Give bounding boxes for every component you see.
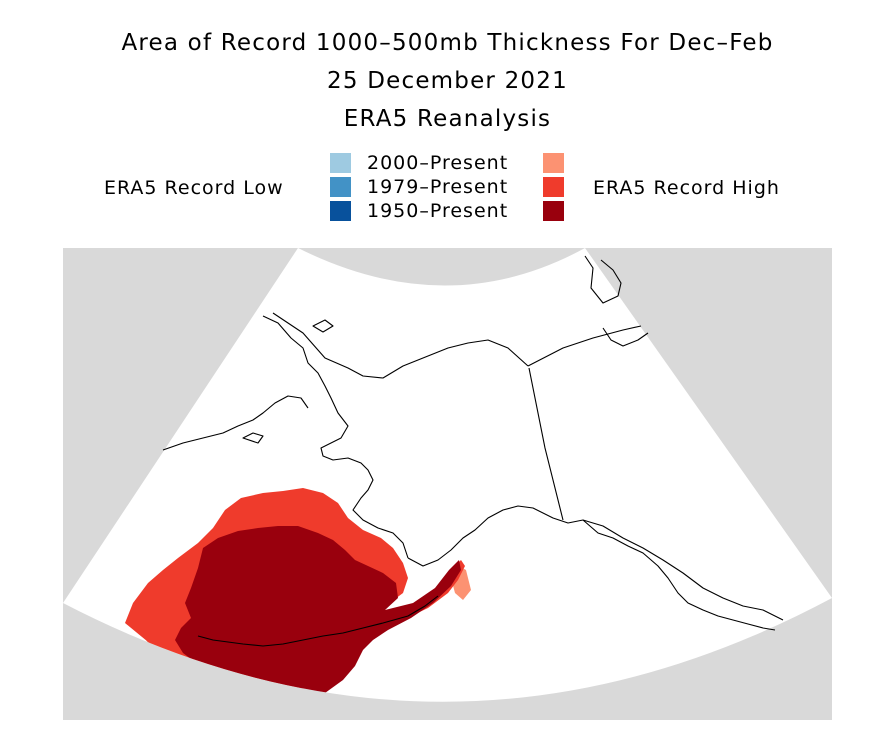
coast-beaufort xyxy=(527,325,642,367)
coast-alaska-peninsula xyxy=(407,505,776,631)
legend-high-label: ERA5 Record High xyxy=(593,177,780,199)
alaska-map xyxy=(63,248,832,720)
chart-title: Area of Record 1000–500mb Thickness For … xyxy=(121,30,774,56)
legend-swatch-high-1979 xyxy=(543,177,564,197)
legend-swatch-low-2000 xyxy=(330,153,351,173)
coastlines xyxy=(162,255,784,647)
coast-panhandle xyxy=(582,519,784,621)
legend-low-label: ERA5 Record Low xyxy=(104,177,284,199)
legend-period-label: 1979–Present xyxy=(367,176,509,198)
chart-date: 25 December 2021 xyxy=(327,68,568,94)
coast-canada-arctic xyxy=(584,255,622,304)
legend-swatch-low-1950 xyxy=(330,201,351,221)
alaska-canada-border xyxy=(528,367,564,521)
coast-aleutians xyxy=(197,595,439,647)
legend-swatch-high-1950 xyxy=(543,201,564,221)
coast-seward xyxy=(162,395,309,451)
island-wrangel xyxy=(312,319,334,333)
island-st-lawrence xyxy=(242,432,264,444)
chart-source: ERA5 Reanalysis xyxy=(343,106,552,132)
legend-swatch-low-1979 xyxy=(330,177,351,197)
legend-period-label: 1950–Present xyxy=(367,200,509,222)
coast-western-alaska xyxy=(262,315,409,559)
coast-canada-north xyxy=(602,327,649,347)
coast-north xyxy=(272,312,529,379)
legend-period-label: 2000–Present xyxy=(367,152,509,174)
record-high-1950-present-area xyxy=(175,526,461,702)
legend-swatch-high-2000 xyxy=(543,153,564,173)
